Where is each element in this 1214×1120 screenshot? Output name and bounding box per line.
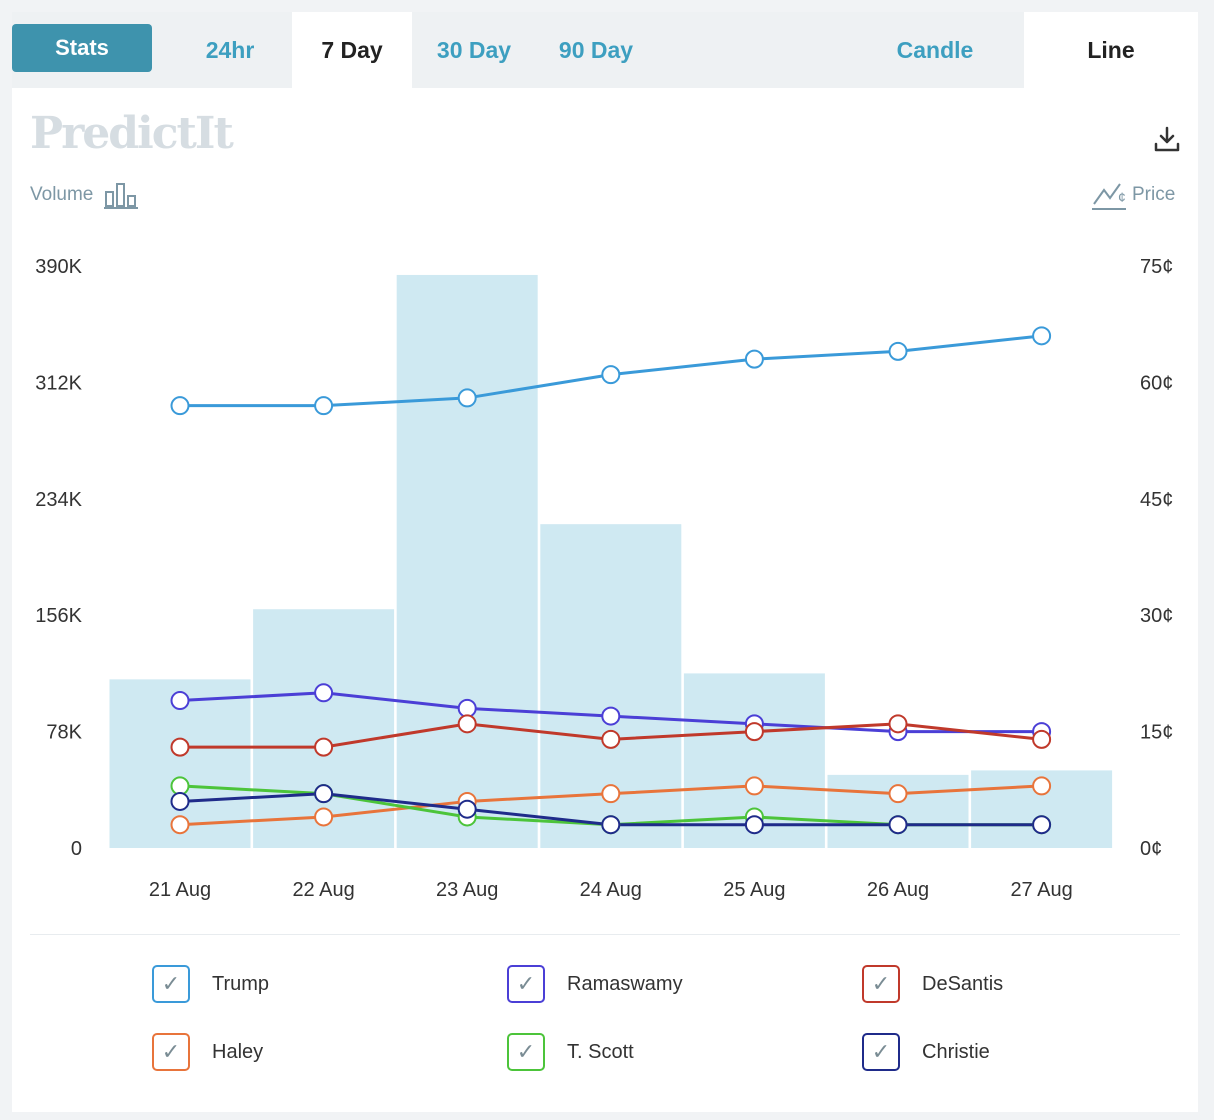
check-icon: ✓ [516,971,536,996]
series-point [170,691,190,711]
x-axis-label: 25 Aug [723,879,785,901]
legend-checkbox[interactable]: ✓ [507,965,545,1003]
legend-item[interactable]: ✓ Ramaswamy [507,962,683,1006]
series-point [744,722,764,742]
volume-axis-tick: 156K [35,605,82,627]
series-point [888,341,908,361]
price-axis-tick: 15¢ [1140,722,1173,744]
price-axis-tick: 75¢ [1140,256,1173,278]
tab-24hr[interactable]: 24hr [205,37,255,63]
tab-7-day[interactable]: 7 Day [292,12,412,88]
series-point [170,815,190,835]
legend-item[interactable]: ✓ DeSantis [862,962,1003,1006]
x-axis-label: 21 Aug [149,879,211,901]
download-icon[interactable] [1152,124,1182,154]
price-axis-tick: 30¢ [1140,605,1173,627]
legend-item[interactable]: ✓ Trump [152,962,269,1006]
x-axis-label: 27 Aug [1010,879,1072,901]
series-point [888,714,908,734]
series-point [170,776,190,796]
volume-bar [396,274,538,848]
series-point [314,784,334,804]
legend-label: Ramaswamy [567,972,683,995]
chart-card: Stats 24hr 7 Day 30 Day 90 Day Candle Li… [12,12,1198,1112]
legend-label: DeSantis [922,972,1004,995]
volume-axis-tick: 78K [46,722,82,744]
check-icon: ✓ [161,1039,181,1064]
legend-checkbox[interactable]: ✓ [152,965,190,1003]
series-point [170,791,190,811]
series-point [314,737,334,757]
volume-axis-tick: 0 [71,838,82,860]
x-axis-label: 24 Aug [580,879,642,901]
legend-item[interactable]: ✓ T. Scott [507,1030,634,1074]
predictit-logo: PredictIt [30,108,234,159]
series-point [314,683,334,703]
series-point [744,349,764,369]
price-axis-tick: 45¢ [1140,489,1173,511]
check-icon: ✓ [871,971,891,996]
series-point [601,815,621,835]
tab-bar: Stats 24hr 7 Day 30 Day 90 Day Candle Li… [12,12,1198,88]
series-point [457,388,477,408]
volume-label: Volume [30,184,94,205]
series-point [314,807,334,827]
check-icon: ✓ [516,1039,536,1064]
series-point [888,815,908,835]
price-axis-tick: 60¢ [1140,372,1173,394]
tab-30-day[interactable]: 30 Day [436,37,512,63]
series-point [744,815,764,835]
x-axis-label: 22 Aug [292,879,354,901]
series-point [1032,729,1052,749]
legend-label: T. Scott [567,1040,634,1063]
series-point [457,799,477,819]
legend-item[interactable]: ✓ Haley [152,1030,263,1074]
price-axis-tick: 0¢ [1140,838,1162,860]
legend-label: Trump [212,972,270,995]
x-axis-label: 26 Aug [867,879,929,901]
series-point [601,365,621,385]
series-point [457,698,477,718]
series-point [170,737,190,757]
series-point [457,714,477,734]
legend-checkbox[interactable]: ✓ [507,1033,545,1071]
series-point [1032,326,1052,346]
check-icon: ✓ [871,1039,891,1064]
series-point [1032,815,1052,835]
tab-line[interactable]: Line [1024,12,1198,88]
series-point [170,396,190,416]
legend-checkbox[interactable]: ✓ [152,1033,190,1071]
bar-chart-icon [104,183,138,209]
series-point [314,396,334,416]
x-axis-label: 23 Aug [436,879,498,901]
tab-candle[interactable]: Candle [896,37,974,63]
price-line-icon: ¢ [1092,183,1126,210]
series-point [601,706,621,726]
legend-checkbox[interactable]: ✓ [862,965,900,1003]
volume-axis-tick: 390K [35,256,82,278]
price-volume-chart: 390K 312K 234K 156K 78K 0 75¢ 60¢ 45¢ 30¢ 15¢ 0¢ 21 … [35,256,1173,901]
legend-label: Haley [212,1040,264,1063]
series-point [601,784,621,804]
series-point [888,784,908,804]
check-icon: ✓ [161,971,181,996]
legend-label: Christie [922,1040,990,1063]
series-point [1032,776,1052,796]
svg-text:¢: ¢ [1118,189,1126,205]
tab-90-day[interactable]: 90 Day [558,37,634,63]
volume-axis-tick: 312K [35,372,82,394]
volume-axis-tick: 234K [35,489,82,511]
series-point [601,729,621,749]
stats-button[interactable]: Stats [12,24,152,72]
series-point [744,776,764,796]
legend-divider [30,934,1180,935]
legend-checkbox[interactable]: ✓ [862,1033,900,1071]
price-label: Price [1132,184,1176,205]
legend-item[interactable]: ✓ Christie [862,1030,990,1074]
